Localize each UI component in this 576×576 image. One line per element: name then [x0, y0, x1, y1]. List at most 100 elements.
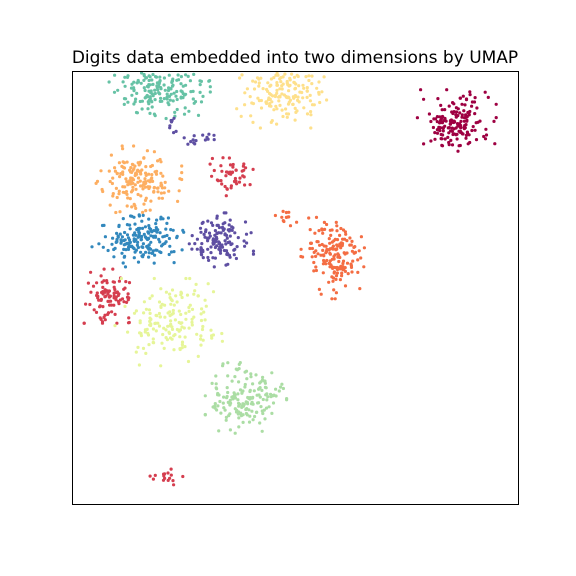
- scatter-point: [126, 196, 130, 200]
- scatter-point: [312, 260, 316, 265]
- scatter-point: [170, 288, 175, 292]
- scatter-point: [134, 350, 138, 354]
- scatter-point: [173, 110, 177, 114]
- scatter-point: [209, 221, 214, 225]
- scatter-point: [274, 104, 278, 108]
- scatter-point: [113, 312, 117, 316]
- scatter-point: [253, 414, 257, 419]
- scatter-point: [125, 223, 129, 227]
- scatter-point: [113, 246, 117, 250]
- scatter-point: [221, 222, 225, 226]
- scatter-point: [475, 106, 479, 110]
- scatter-point: [358, 287, 362, 291]
- scatter-point: [458, 125, 462, 129]
- scatter-point: [204, 230, 208, 234]
- scatter-point: [258, 126, 262, 130]
- scatter-point: [192, 292, 196, 296]
- scatter-point: [218, 246, 222, 250]
- scatter-point: [271, 401, 276, 405]
- scatter-point: [199, 318, 204, 323]
- scatter-point: [235, 182, 239, 186]
- scatter-point: [219, 231, 223, 235]
- scatter-point: [112, 280, 116, 284]
- scatter-point: [308, 99, 312, 103]
- scatter-point: [322, 260, 326, 264]
- scatter-point: [144, 173, 148, 177]
- scatter-point: [182, 326, 186, 330]
- scatter-point: [162, 326, 166, 330]
- scatter-point: [120, 144, 124, 148]
- scatter-point: [163, 180, 167, 184]
- scatter-point: [123, 265, 128, 269]
- scatter-point: [122, 287, 126, 291]
- scatter-point: [325, 98, 329, 102]
- scatter-point: [216, 223, 220, 227]
- plot-frame: [72, 71, 519, 505]
- scatter-point: [199, 334, 203, 338]
- scatter-point: [121, 185, 125, 189]
- scatter-point: [220, 339, 224, 343]
- scatter-point: [338, 233, 342, 237]
- scatter-point: [151, 337, 155, 341]
- scatter-point: [139, 250, 143, 254]
- scatter-point: [232, 253, 236, 257]
- scatter-point: [201, 133, 205, 137]
- scatter-point: [185, 293, 190, 297]
- scatter-point: [162, 76, 166, 80]
- scatter-point: [230, 228, 234, 232]
- scatter-point: [122, 238, 126, 243]
- scatter-point: [91, 284, 96, 288]
- scatter-point: [192, 141, 196, 145]
- scatter-point: [172, 131, 176, 135]
- scatter-point: [195, 237, 199, 241]
- scatter-point: [231, 165, 235, 169]
- scatter-point: [129, 176, 133, 180]
- scatter-point: [120, 235, 124, 239]
- scatter-point: [465, 118, 469, 122]
- scatter-point: [267, 91, 272, 96]
- scatter-point: [248, 95, 252, 99]
- scatter-point: [187, 309, 191, 313]
- scatter-point: [150, 176, 154, 180]
- scatter-point: [149, 240, 153, 244]
- scatter-point: [460, 102, 464, 106]
- scatter-point: [468, 93, 472, 97]
- scatter-point: [308, 246, 312, 251]
- scatter-point: [450, 143, 455, 147]
- scatter-point: [302, 106, 306, 110]
- scatter-point: [207, 231, 212, 235]
- scatter-point: [437, 125, 441, 129]
- scatter-point: [122, 300, 126, 304]
- scatter-point: [133, 222, 137, 226]
- scatter-point: [259, 98, 263, 103]
- scatter-point: [193, 289, 197, 293]
- scatter-point: [269, 120, 273, 124]
- scatter-point: [455, 122, 460, 126]
- scatter-point: [109, 153, 113, 157]
- scatter-point: [200, 327, 205, 332]
- scatter-point: [456, 149, 460, 153]
- scatter-point: [152, 189, 156, 194]
- scatter-point: [113, 166, 117, 170]
- scatter-point: [239, 114, 243, 118]
- scatter-point: [112, 303, 116, 307]
- scatter-point: [122, 166, 127, 170]
- scatter-point: [195, 332, 199, 336]
- scatter-point: [281, 219, 285, 223]
- scatter-point: [107, 289, 111, 293]
- scatter-point: [225, 236, 229, 240]
- scatter-point: [217, 429, 221, 433]
- scatter-point: [307, 78, 311, 83]
- scatter-point: [171, 311, 175, 315]
- scatter-point: [119, 241, 123, 245]
- scatter-point: [218, 249, 222, 253]
- scatter-point: [126, 100, 130, 104]
- scatter-point: [144, 76, 149, 80]
- scatter-point: [297, 84, 301, 88]
- scatter-point: [476, 120, 480, 124]
- scatter-point: [251, 79, 255, 83]
- scatter-point: [170, 118, 174, 123]
- scatter-point: [316, 252, 320, 256]
- scatter-point: [151, 82, 155, 86]
- scatter-point: [207, 132, 211, 136]
